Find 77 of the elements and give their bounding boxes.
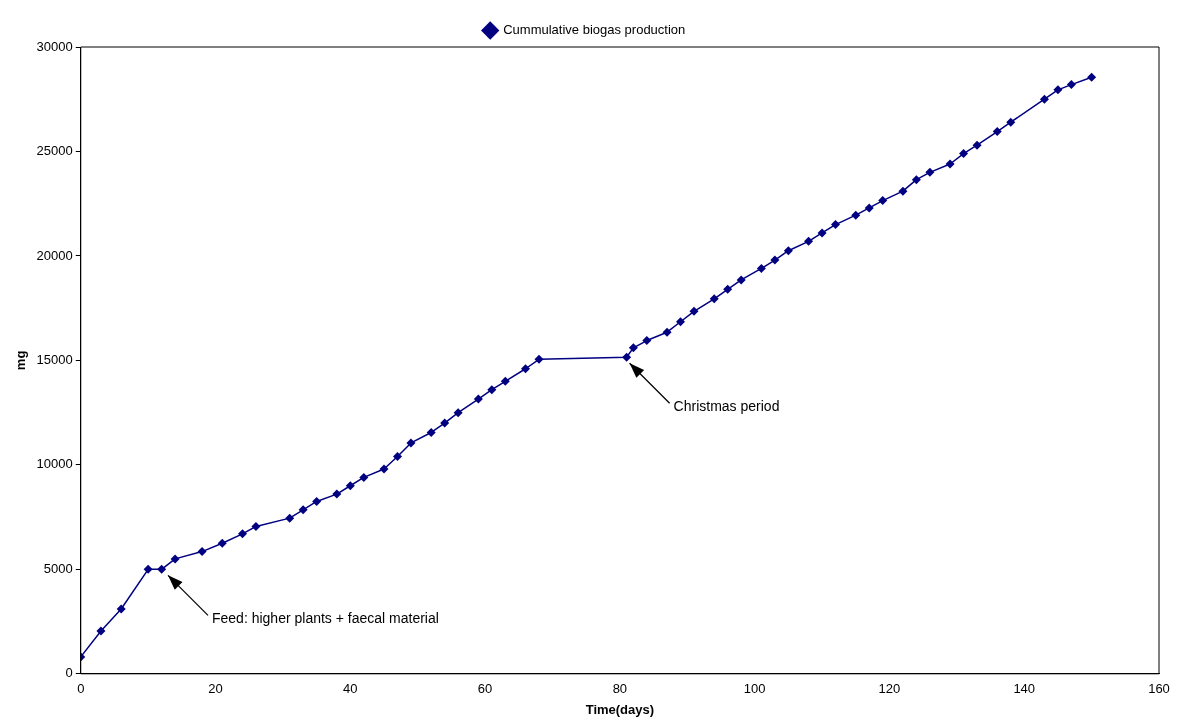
point [925, 167, 935, 177]
point [359, 472, 369, 482]
point [406, 438, 416, 448]
point [662, 327, 672, 337]
point [1053, 85, 1063, 95]
point [959, 149, 969, 159]
point [1006, 117, 1016, 127]
annotation: Christmas period [673, 398, 780, 415]
point [1039, 94, 1049, 104]
point [157, 564, 167, 574]
point [534, 354, 544, 364]
point [440, 418, 450, 428]
point [831, 220, 841, 230]
point [392, 452, 402, 462]
point [709, 294, 719, 304]
y-tick-label: 0 [65, 665, 73, 681]
point [1066, 80, 1076, 90]
point [851, 210, 861, 220]
point [237, 529, 247, 539]
point [736, 275, 746, 285]
point [521, 364, 531, 374]
point [898, 186, 908, 196]
x-tick-label: 0 [77, 681, 85, 697]
point [1087, 72, 1097, 82]
point [689, 306, 699, 316]
y-axis-title: mg [13, 350, 29, 371]
x-tick-label: 60 [477, 681, 493, 697]
y-tick-label: 25000 [36, 143, 73, 159]
point [453, 408, 463, 418]
point [426, 427, 436, 437]
point [96, 626, 106, 636]
point [756, 263, 766, 273]
point [143, 564, 153, 574]
x-axis-title: Time(days) [585, 701, 655, 717]
x-tick-label: 20 [208, 681, 223, 697]
point [911, 175, 921, 185]
point [487, 385, 497, 395]
point [770, 255, 780, 265]
point [345, 481, 355, 491]
point [251, 522, 261, 531]
x-tick-label: 100 [743, 681, 766, 697]
point [783, 246, 793, 256]
x-tick-label: 40 [343, 681, 358, 697]
point [642, 336, 652, 346]
y-tick-label: 20000 [36, 247, 73, 263]
point [723, 284, 733, 294]
point [312, 496, 322, 506]
point [864, 203, 874, 213]
point [473, 394, 483, 404]
x-tick-label: 160 [1148, 681, 1170, 697]
point [379, 464, 389, 474]
point [817, 228, 827, 238]
x-tick-label: 120 [878, 681, 901, 697]
point [676, 317, 686, 327]
legend-label: Cummulative biogas production [503, 22, 686, 38]
point [628, 343, 638, 353]
point [945, 159, 955, 169]
point [217, 538, 227, 548]
y-tick-label: 15000 [36, 351, 73, 367]
point [116, 604, 126, 614]
y-tick-label: 5000 [43, 560, 73, 576]
y-tick-label: 30000 [36, 38, 73, 54]
y-tick-label: 10000 [36, 456, 73, 472]
point [992, 127, 1002, 137]
point [500, 376, 510, 386]
point [298, 505, 308, 515]
point [804, 236, 814, 246]
x-tick-label: 140 [1013, 681, 1036, 697]
point [622, 352, 632, 362]
point [972, 140, 982, 150]
point [332, 489, 342, 499]
x-tick-label: 80 [612, 681, 628, 697]
point [285, 513, 295, 523]
annotation: Feed: higher plants + faecal material [211, 610, 439, 627]
point [197, 547, 207, 557]
point [878, 196, 888, 206]
point [170, 554, 180, 564]
